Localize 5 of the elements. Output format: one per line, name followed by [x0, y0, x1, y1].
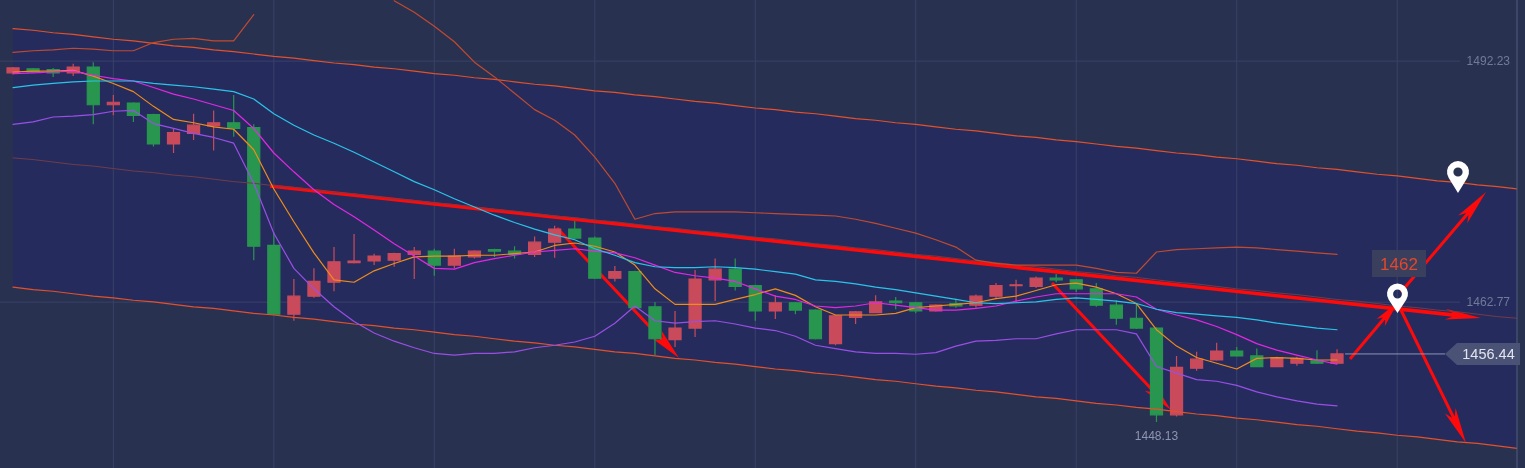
- annotation: 1462: [1380, 254, 1418, 273]
- ref-line-label: 1456.44: [1462, 345, 1515, 362]
- y-tick-label: 1492.23: [1466, 54, 1511, 69]
- annotation: 1448.13: [1134, 428, 1179, 443]
- y-tick-label: 1462.77: [1466, 295, 1511, 310]
